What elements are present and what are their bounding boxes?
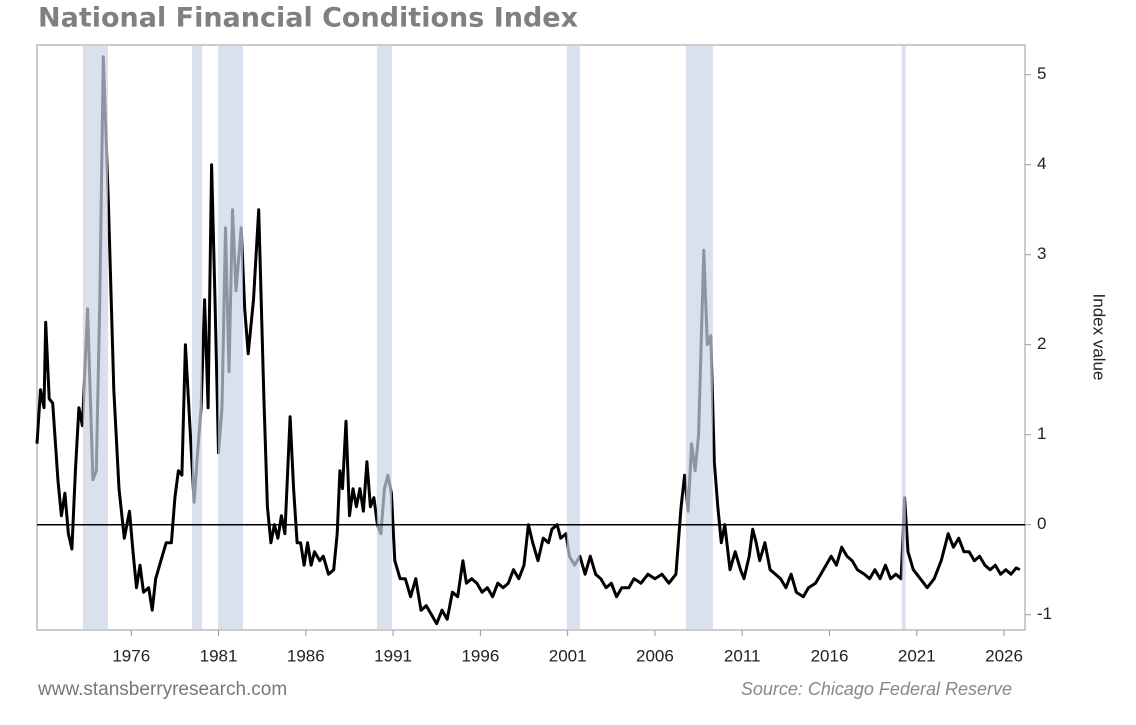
x-tick-label: 1981 [200,646,238,665]
x-tick-label: 2006 [636,646,674,665]
x-tick-label: 2026 [985,646,1023,665]
y-tick-label: 2 [1037,334,1046,353]
recession-band [566,46,580,629]
website: www.stansberryresearch.com [37,679,287,700]
x-tick-label: 2001 [549,646,587,665]
y-tick-label: 0 [1037,514,1046,533]
source: Source: Chicago Federal Reserve [741,679,1012,699]
y-tick-label: 4 [1037,154,1046,173]
recession-band [376,46,392,629]
x-tick-label: 1976 [112,646,150,665]
y-tick-label: -1 [1037,604,1052,623]
recession-band [82,46,109,629]
y-axis-label: Index value [1090,294,1109,381]
chart-title: National Financial Conditions Index [38,3,578,34]
x-tick-label: 1986 [287,646,325,665]
y-tick-label: 1 [1037,424,1046,443]
y-tick-label: 5 [1037,64,1046,83]
x-tick-label: 2011 [724,646,761,665]
index-line [35,55,1021,626]
x-tick-label: 1991 [374,646,412,665]
x-tick-label: 2016 [811,646,849,665]
recession-band [192,46,202,629]
y-tick-label: 3 [1037,244,1046,263]
plot-frame [36,44,1026,631]
recession-band [901,46,906,629]
x-tick-label: 2021 [898,646,936,665]
recession-band [685,46,713,629]
recession-band [218,46,243,629]
x-tick-label: 1996 [461,646,499,665]
